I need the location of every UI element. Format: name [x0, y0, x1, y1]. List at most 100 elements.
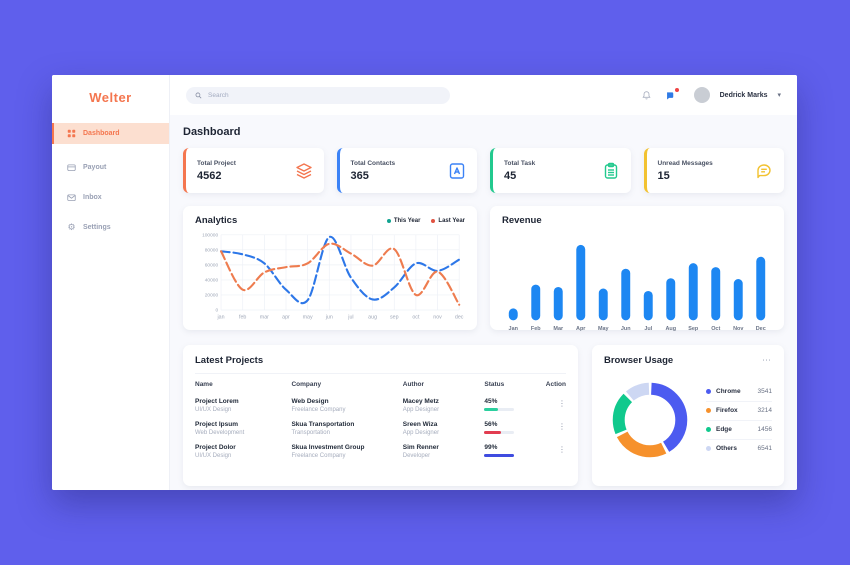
legend-dot — [706, 408, 711, 413]
revenue-bar — [621, 268, 631, 321]
stat-value: 365 — [350, 169, 369, 182]
browser-legend-item: Firefox 3214 — [706, 402, 772, 421]
column-header-author: Author — [402, 381, 425, 388]
chevron-down-icon[interactable]: ▾ — [777, 92, 781, 99]
sidebar-item-settings[interactable]: ⚙ Settings — [52, 217, 169, 238]
row-action-menu[interactable]: ⋮ — [558, 445, 566, 454]
revenue-bar — [508, 308, 518, 321]
revenue-bar — [688, 263, 698, 321]
projects-table: Name Company Author Status Action Project Lo… — [195, 374, 566, 463]
revenue-title: Revenue — [502, 215, 542, 226]
sidebar-item-label: Settings — [83, 224, 111, 231]
stat-card-total-contacts[interactable]: Total Contacts 365 — [336, 148, 477, 193]
main-area: Dedrick Marks ▾ Dashboard Total Project … — [170, 75, 797, 490]
stat-value: 45 — [504, 169, 517, 182]
row-action-menu[interactable]: ⋮ — [558, 422, 566, 431]
revenue-bar — [666, 278, 676, 321]
stat-card-unread-messages[interactable]: Unread Messages 15 — [643, 148, 784, 193]
legend-this-year: This Year — [386, 217, 421, 224]
svg-text:jul: jul — [347, 315, 353, 321]
svg-text:Jul: Jul — [644, 326, 652, 332]
svg-text:mar: mar — [260, 315, 269, 321]
chat-icon — [755, 162, 773, 180]
browser-usage-body: Chrome 3541 Firefox 3214 Edge 1456 Others 6541 — [604, 374, 772, 466]
legend-dot — [386, 218, 391, 223]
revenue-bar — [756, 256, 766, 321]
grid-icon — [67, 129, 76, 138]
stat-value: 4562 — [197, 169, 222, 182]
svg-text:Jun: Jun — [621, 326, 631, 332]
bell-icon[interactable] — [640, 88, 654, 102]
search-input[interactable] — [208, 91, 441, 99]
wallet-icon — [67, 163, 76, 172]
table-row: Project Ipsum Web Development Skua Transpo… — [195, 417, 566, 440]
cell-secondary: Freelance Company — [291, 407, 346, 413]
svg-text:Jan: Jan — [509, 326, 518, 332]
table-row: Project Dolor UI/UX Design Skua Investment… — [195, 440, 566, 463]
layers-icon — [295, 162, 313, 180]
contacts-icon — [448, 162, 466, 180]
browser-donut-chart — [604, 374, 696, 466]
progress-bar — [484, 454, 515, 457]
stat-label: Total Project — [197, 159, 236, 167]
column-header-company: Company — [291, 381, 322, 388]
legend-label: This Year — [393, 217, 421, 224]
donut-segment-chrome — [612, 382, 688, 458]
svg-text:80000: 80000 — [205, 248, 219, 254]
app-window: Welter Dashboard Payout Inbox — [52, 75, 797, 490]
stats-row: Total Project 4562 Total Contacts 365 — [183, 148, 784, 193]
analytics-card: Analytics This Year Last Year — [183, 206, 477, 330]
svg-text:0: 0 — [215, 308, 218, 314]
progress-fill — [484, 454, 515, 457]
svg-text:60000: 60000 — [205, 263, 219, 269]
legend-value: 1456 — [757, 426, 772, 433]
legend-dot — [706, 389, 711, 394]
svg-text:apr: apr — [282, 315, 290, 321]
cell-primary: Skua Transportation — [291, 421, 355, 428]
stat-card-total-project[interactable]: Total Project 4562 — [183, 148, 324, 193]
more-menu-icon[interactable]: ⋯ — [762, 355, 772, 365]
revenue-bar — [733, 279, 743, 321]
stat-value: 15 — [657, 169, 670, 182]
status-percent: 45% — [484, 398, 498, 405]
legend-value: 3214 — [757, 407, 772, 414]
cell-secondary: Freelance Company — [291, 453, 346, 459]
svg-text:jan: jan — [217, 315, 225, 321]
search-box[interactable] — [186, 86, 450, 104]
svg-text:sep: sep — [390, 315, 399, 321]
legend-dot — [431, 218, 436, 223]
search-icon — [195, 92, 202, 98]
svg-text:Sep: Sep — [688, 326, 699, 332]
browser-legend-item: Chrome 3541 — [706, 383, 772, 402]
brand-logo: Welter — [89, 90, 132, 105]
row-action-menu[interactable]: ⋮ — [558, 399, 566, 408]
avatar[interactable] — [693, 87, 710, 103]
revenue-bar — [711, 267, 721, 321]
revenue-bar — [553, 286, 563, 321]
browser-legend: Chrome 3541 Firefox 3214 Edge 1456 Others 6541 — [706, 383, 772, 458]
svg-text:Feb: Feb — [531, 326, 541, 332]
cell-secondary: Transportation — [291, 430, 330, 436]
stat-card-total-task[interactable]: Total Task 45 — [490, 148, 631, 193]
inbox-icon — [67, 193, 76, 202]
svg-text:Mar: Mar — [553, 326, 564, 332]
svg-text:jun: jun — [325, 315, 333, 321]
revenue-bar-chart: Jan Feb Mar Apr May Jun Jul Aug Sep Oct Nov Dec — [502, 229, 772, 334]
cell-primary: Project Dolor — [195, 444, 236, 451]
latest-projects-title: Latest Projects — [195, 355, 566, 374]
stat-label: Unread Messages — [657, 159, 713, 167]
stat-label: Total Task — [504, 159, 536, 167]
column-header-action: Action — [545, 381, 566, 388]
cell-primary: Project Lorem — [195, 398, 239, 405]
bottom-row: Latest Projects Name Company Author Status A… — [183, 345, 784, 486]
messages-icon[interactable] — [664, 88, 679, 102]
legend-label: Firefox — [716, 407, 738, 414]
revenue-bar — [643, 290, 653, 321]
revenue-bar — [598, 288, 608, 321]
sidebar-item-dashboard[interactable]: Dashboard — [52, 123, 169, 144]
page-title: Dashboard — [183, 126, 241, 138]
sidebar-item-inbox[interactable]: Inbox — [52, 187, 169, 208]
sidebar-item-payout[interactable]: Payout — [52, 157, 169, 178]
sidebar-nav: Dashboard Payout Inbox ⚙ Settings — [52, 123, 169, 238]
